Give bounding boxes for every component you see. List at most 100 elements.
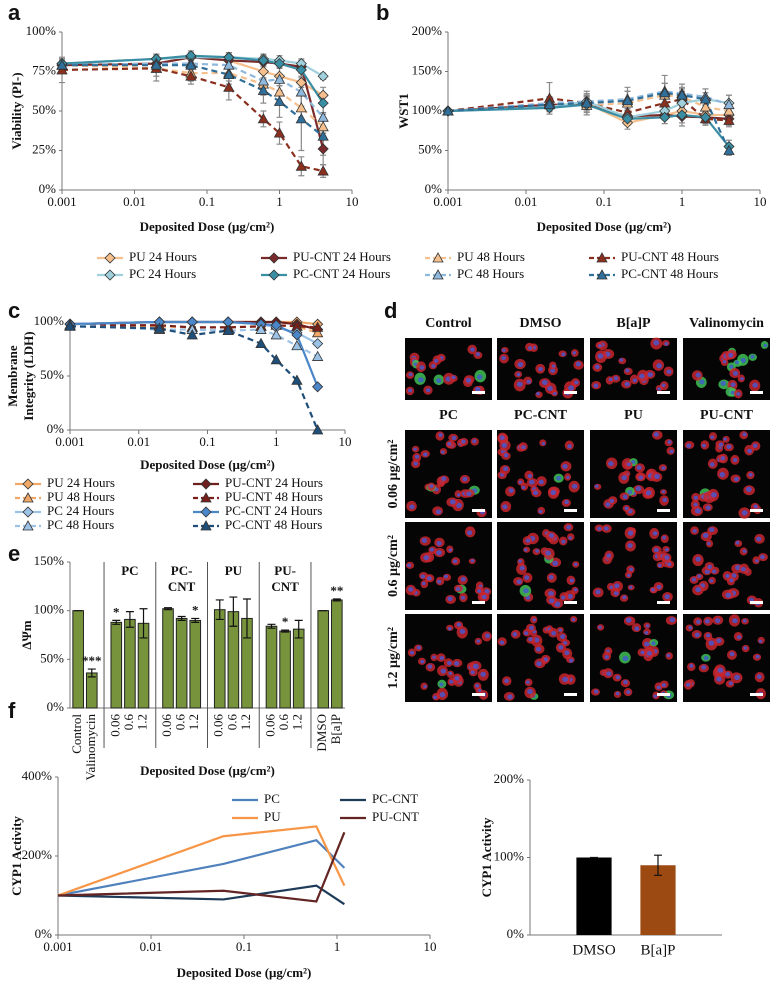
marker: [64, 320, 76, 331]
nucleus: [523, 588, 529, 594]
significance: ***: [82, 653, 102, 668]
nucleus: [548, 574, 554, 580]
nucleus: [451, 435, 457, 441]
nucleus: [625, 368, 630, 373]
x-tick-label: 0.001: [47, 194, 76, 209]
panel-letter: d: [384, 298, 397, 323]
marker: [317, 130, 329, 141]
nucleus: [685, 682, 691, 687]
bar: [162, 608, 174, 709]
marker: [317, 143, 329, 155]
nucleus: [466, 491, 472, 497]
nucleus: [439, 682, 444, 687]
marker: [432, 252, 444, 263]
nucleus: [597, 344, 602, 348]
nucleus: [734, 360, 740, 365]
nucleus: [566, 525, 572, 530]
nucleus: [662, 497, 668, 503]
row-heading: 1.2 μg/cm²: [386, 627, 401, 689]
marker: [295, 64, 307, 76]
series-line: [57, 831, 346, 903]
nucleus: [640, 650, 645, 655]
marker: [150, 59, 163, 70]
nucleus: [704, 619, 710, 624]
bar: [279, 630, 291, 709]
nucleus: [507, 694, 513, 700]
panel-letter: a: [8, 0, 21, 25]
marker: [257, 84, 270, 95]
marker: [273, 58, 286, 70]
error-bar: [654, 854, 662, 876]
nucleus: [667, 440, 672, 444]
micrograph: [590, 522, 677, 610]
nucleus: [666, 653, 671, 658]
legend-label: PC-CNT: [372, 791, 418, 806]
y-axis-label: CYP1 Activity: [479, 817, 494, 897]
marker: [311, 326, 324, 338]
nucleus: [532, 618, 537, 622]
nucleus: [573, 562, 578, 567]
nucleus: [650, 588, 655, 592]
marker: [268, 269, 280, 281]
error-bar: [242, 598, 251, 639]
bar: [85, 672, 98, 709]
bar: [110, 621, 123, 709]
x-tick-label: B[a]P: [641, 942, 676, 958]
nucleus: [667, 562, 672, 567]
nucleus: [527, 346, 533, 350]
nucleus: [553, 392, 557, 396]
column-heading: DMSO: [520, 316, 562, 331]
nucleus: [568, 536, 573, 540]
nucleus: [595, 589, 601, 595]
legend-label: PC 24 Hours: [129, 266, 196, 281]
nucleus: [449, 499, 456, 505]
nucleus: [661, 490, 666, 494]
nucleus: [535, 549, 540, 553]
micrograph: [590, 430, 677, 518]
nucleus: [752, 443, 758, 448]
nucleus: [448, 671, 453, 676]
nucleus: [550, 368, 556, 373]
legend-label: PC-CNT 24 Hours: [293, 266, 390, 281]
scale-bar: [657, 509, 670, 512]
error-bar: [191, 617, 200, 623]
nucleus: [440, 450, 445, 454]
nucleus: [711, 492, 717, 498]
nucleus: [408, 587, 414, 592]
nucleus: [407, 388, 413, 393]
x-tick-label: DMSO: [572, 942, 616, 958]
nucleus: [740, 566, 746, 572]
nucleus: [409, 650, 415, 655]
nucleus: [409, 504, 415, 510]
y-tick-label: 25%: [32, 141, 56, 156]
error-bar: [164, 607, 173, 611]
group-label: PC: [121, 563, 138, 578]
micrograph: [683, 430, 770, 519]
marker: [317, 70, 329, 82]
x-tick-label: 1.2: [134, 714, 149, 730]
panel-letter: e: [8, 541, 20, 566]
y-tick-label: 150%: [412, 62, 443, 77]
nucleus: [697, 574, 702, 578]
x-tick-label: 0.6: [173, 714, 188, 731]
marker: [317, 97, 329, 109]
marker: [676, 89, 688, 100]
nucleus: [694, 632, 700, 638]
nucleus: [524, 575, 530, 580]
legend-label: PC-CNT 24 Hours: [225, 503, 322, 518]
nucleus: [501, 442, 508, 448]
nucleus: [720, 456, 726, 461]
y-axis-label: Membrane: [5, 345, 20, 407]
marker: [676, 109, 688, 121]
nucleus: [619, 358, 624, 362]
nucleus: [521, 445, 526, 450]
nucleus: [432, 655, 436, 659]
nucleus: [608, 377, 613, 382]
nucleus: [567, 593, 573, 599]
nucleus: [652, 531, 658, 536]
group-label: CNT: [271, 579, 299, 594]
nucleus: [735, 540, 740, 545]
nucleus: [560, 634, 566, 640]
column-heading: PC: [439, 408, 458, 423]
error-bar: [294, 619, 303, 639]
